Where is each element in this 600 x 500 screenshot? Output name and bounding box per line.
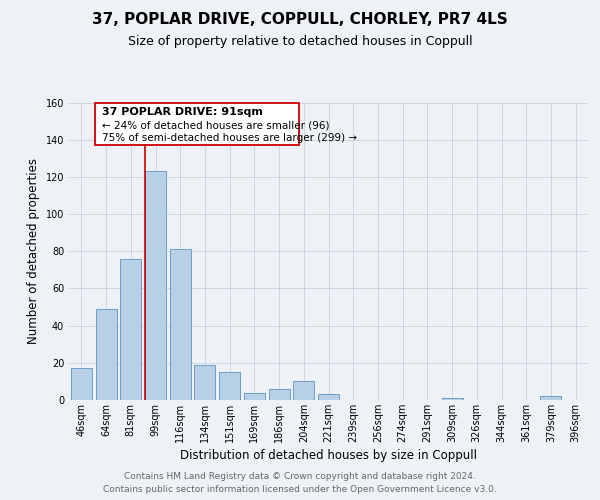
Bar <box>541 396 562 400</box>
Text: 37 POPLAR DRIVE: 91sqm: 37 POPLAR DRIVE: 91sqm <box>103 107 263 117</box>
Text: Size of property relative to detached houses in Coppull: Size of property relative to detached ho… <box>128 35 472 48</box>
Text: 75% of semi-detached houses are larger (299) →: 75% of semi-detached houses are larger (… <box>103 133 358 143</box>
Text: Contains HM Land Registry data © Crown copyright and database right 2024.: Contains HM Land Registry data © Crown c… <box>124 472 476 481</box>
Bar <box>120 258 141 400</box>
Y-axis label: Number of detached properties: Number of detached properties <box>27 158 40 344</box>
Bar <box>293 382 314 400</box>
Bar <box>95 309 116 400</box>
Bar <box>318 394 339 400</box>
Text: 37, POPLAR DRIVE, COPPULL, CHORLEY, PR7 4LS: 37, POPLAR DRIVE, COPPULL, CHORLEY, PR7 … <box>92 12 508 28</box>
Text: Contains public sector information licensed under the Open Government Licence v3: Contains public sector information licen… <box>103 485 497 494</box>
Text: ← 24% of detached houses are smaller (96): ← 24% of detached houses are smaller (96… <box>103 120 330 130</box>
Bar <box>71 368 92 400</box>
FancyBboxPatch shape <box>95 102 299 146</box>
Bar <box>219 372 240 400</box>
Bar <box>269 389 290 400</box>
Bar <box>194 364 215 400</box>
Bar <box>442 398 463 400</box>
Bar <box>170 250 191 400</box>
X-axis label: Distribution of detached houses by size in Coppull: Distribution of detached houses by size … <box>180 449 477 462</box>
Bar <box>145 172 166 400</box>
Bar <box>244 392 265 400</box>
